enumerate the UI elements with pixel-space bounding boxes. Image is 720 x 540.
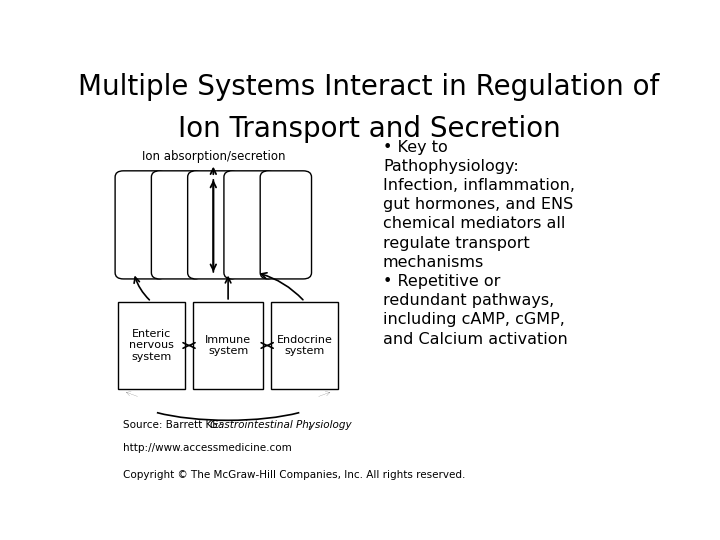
FancyBboxPatch shape xyxy=(151,171,203,279)
Text: Source: Barrett KE:: Source: Barrett KE: xyxy=(124,420,226,430)
Text: ;: ; xyxy=(307,420,311,430)
Text: Copyright © The McGraw-Hill Companies, Inc. All rights reserved.: Copyright © The McGraw-Hill Companies, I… xyxy=(124,470,466,480)
Text: Enteric
nervous
system: Enteric nervous system xyxy=(129,329,174,362)
FancyBboxPatch shape xyxy=(260,171,312,279)
FancyBboxPatch shape xyxy=(115,171,166,279)
Text: http://www.accessmedicine.com: http://www.accessmedicine.com xyxy=(124,443,292,453)
FancyBboxPatch shape xyxy=(188,171,239,279)
Text: • Key to
Pathophysiology:
Infection, inflammation,
gut hormones, and ENS
chemica: • Key to Pathophysiology: Infection, inf… xyxy=(383,140,575,347)
FancyBboxPatch shape xyxy=(224,171,275,279)
Text: Ion Transport and Secretion: Ion Transport and Secretion xyxy=(178,114,560,143)
FancyBboxPatch shape xyxy=(193,302,263,389)
Text: Gastrointestinal Physiology: Gastrointestinal Physiology xyxy=(210,420,351,430)
FancyBboxPatch shape xyxy=(118,302,185,389)
Text: Endocrine
system: Endocrine system xyxy=(277,335,333,356)
Text: Multiple Systems Interact in Regulation of: Multiple Systems Interact in Regulation … xyxy=(78,73,660,101)
Text: Immune
system: Immune system xyxy=(205,335,251,356)
FancyBboxPatch shape xyxy=(271,302,338,389)
Text: Ion absorption/secretion: Ion absorption/secretion xyxy=(142,150,285,163)
